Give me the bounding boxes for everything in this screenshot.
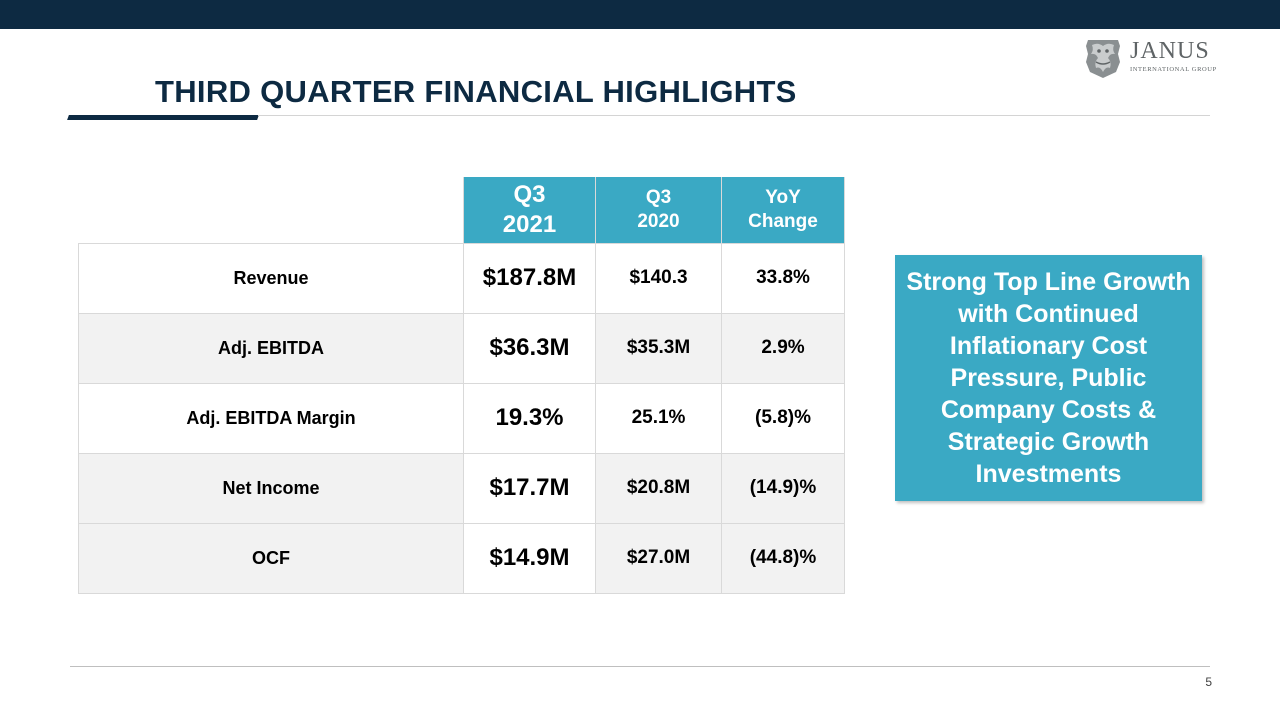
table-row: OCF $14.9M $27.0M (44.8)% — [78, 522, 845, 594]
table-header-row: Q3 2021 Q3 2020 YoY Change — [78, 177, 845, 244]
value-q3-2020: $35.3M — [595, 312, 722, 384]
value-yoy-change: 33.8% — [721, 242, 845, 314]
callout-text: Strong Top Line Growth with Continued In… — [906, 268, 1191, 488]
value-yoy-change: 2.9% — [721, 312, 845, 384]
title-accent-bar — [67, 115, 259, 120]
value-yoy-change: (44.8)% — [721, 522, 845, 594]
callout-box: Strong Top Line Growth with Continued In… — [895, 255, 1202, 501]
row-label: Net Income — [78, 452, 464, 524]
value-q3-2020: $20.8M — [595, 452, 722, 524]
janus-logo: JANUS INTERNATIONAL GROUP — [1082, 36, 1216, 82]
page-title: THIRD QUARTER FINANCIAL HIGHLIGHTS — [155, 74, 797, 109]
value-q3-2021: 19.3% — [463, 382, 596, 454]
financial-highlights-table: Q3 2021 Q3 2020 YoY Change Revenue $187.… — [78, 177, 845, 594]
title-divider — [258, 115, 1210, 116]
lion-crest-icon — [1086, 40, 1120, 78]
page-number: 5 — [1205, 675, 1212, 689]
value-yoy-change: (5.8)% — [721, 382, 845, 454]
value-yoy-change: (14.9)% — [721, 452, 845, 524]
logo-subtitle: INTERNATIONAL GROUP — [1130, 66, 1217, 73]
header-line1: YoY — [765, 186, 801, 208]
row-label: OCF — [78, 522, 464, 594]
table-row: Adj. EBITDA Margin 19.3% 25.1% (5.8)% — [78, 382, 845, 454]
value-q3-2021: $187.8M — [463, 242, 596, 314]
footer-divider — [70, 666, 1210, 667]
value-q3-2020: 25.1% — [595, 382, 722, 454]
header-yoy-change: YoY Change — [721, 177, 845, 244]
top-banner — [0, 0, 1280, 29]
header-line2: 2020 — [637, 210, 680, 232]
row-label: Adj. EBITDA Margin — [78, 382, 464, 454]
header-line2: 2021 — [502, 210, 557, 238]
header-q3-2020: Q3 2020 — [595, 177, 722, 244]
logo-name: JANUS — [1130, 38, 1210, 64]
value-q3-2021: $14.9M — [463, 522, 596, 594]
header-q3-2021: Q3 2021 — [463, 177, 596, 244]
header-blank-cell — [78, 177, 464, 243]
value-q3-2020: $27.0M — [595, 522, 722, 594]
value-q3-2021: $17.7M — [463, 452, 596, 524]
table-row: Revenue $187.8M $140.3 33.8% — [78, 242, 845, 314]
header-line1: Q3 — [645, 186, 672, 208]
value-q3-2021: $36.3M — [463, 312, 596, 384]
value-q3-2020: $140.3 — [595, 242, 722, 314]
header-line2: Change — [748, 210, 818, 232]
row-label: Revenue — [78, 242, 464, 314]
table-row: Adj. EBITDA $36.3M $35.3M 2.9% — [78, 312, 845, 384]
row-label: Adj. EBITDA — [78, 312, 464, 384]
header-line1: Q3 — [513, 180, 546, 208]
table-row: Net Income $17.7M $20.8M (14.9)% — [78, 452, 845, 524]
